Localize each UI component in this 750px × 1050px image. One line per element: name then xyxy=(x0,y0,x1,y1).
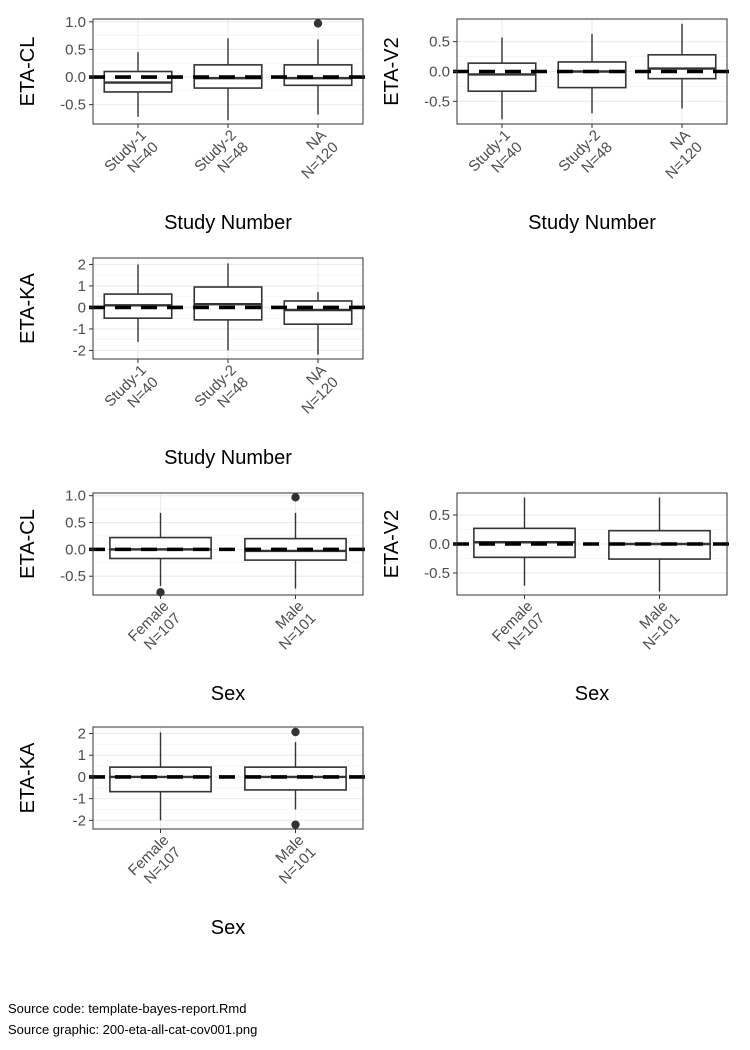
y-axis-title: ETA-KA xyxy=(17,272,39,343)
panel-4: -0.5 0.0 0.5 1.0 ETA-CL FemaleN=107 MaleN=101 S… xyxy=(17,488,367,705)
x-axis-title: Sex xyxy=(211,683,245,705)
y-tick-label: 0.0 xyxy=(429,536,450,553)
x-tick-label: Study-1N=40 xyxy=(465,127,526,188)
box-3 xyxy=(283,19,353,115)
box-body xyxy=(557,61,627,89)
outlier-point xyxy=(291,727,300,737)
panel-5: -0.5 0.0 0.5 ETA-V2 FemaleN=107 MaleN=101 Sex xyxy=(381,492,731,705)
x-tick-label: MaleN=101 xyxy=(264,598,320,654)
box-body xyxy=(283,300,353,325)
y-tick-label: 1 xyxy=(78,747,86,764)
panel-6: -2 -1 0 1 2 ETA-KA FemaleN=107 MaleN=101 Sex xyxy=(17,726,367,939)
y-tick-label: 0 xyxy=(78,299,86,316)
box-body xyxy=(244,766,347,791)
y-tick-label: 0.5 xyxy=(429,34,450,51)
y-axis-title: ETA-V2 xyxy=(381,510,403,579)
x-tick-label: FemaleN=107 xyxy=(489,598,548,657)
y-tick-label: 0.0 xyxy=(65,541,86,558)
box-2 xyxy=(193,263,263,351)
y-tick-label: 2 xyxy=(78,726,86,743)
x-tick-label: MaleN=101 xyxy=(628,598,684,654)
x-axis-title: Study Number xyxy=(164,212,292,234)
x-tick-label: NAN=120 xyxy=(286,127,342,183)
x-tick-label: Study-1N=40 xyxy=(101,362,162,423)
x-axis-title: Sex xyxy=(211,917,245,939)
y-tick-label: -2 xyxy=(73,342,86,359)
x-tick-label: Study-1N=40 xyxy=(101,127,162,188)
x-tick-label: FemaleN=107 xyxy=(125,832,184,891)
y-tick-label: 0.5 xyxy=(65,41,86,58)
box-body xyxy=(647,53,717,80)
x-axis-title: Sex xyxy=(575,683,609,705)
y-tick-label: 0.0 xyxy=(65,69,86,86)
x-tick-label: Study-2N=48 xyxy=(191,362,252,423)
panel-3: -2 -1 0 1 2 ETA-KA Study-1N=40 Study-2N=48 NAN=1… xyxy=(17,256,367,469)
box-1 xyxy=(467,37,537,120)
y-tick-label: -2 xyxy=(73,812,86,829)
x-tick-label: MaleN=101 xyxy=(264,832,320,888)
y-tick-label: -0.5 xyxy=(60,568,86,585)
box-body xyxy=(283,64,353,87)
figure: -0.5 0.0 0.5 1.0 ETA-CL Study-1N=40 Study-2N=4… xyxy=(17,14,731,939)
outlier-point xyxy=(156,588,165,597)
panel-border xyxy=(92,726,364,830)
x-tick-label: NAN=120 xyxy=(286,362,342,418)
panel-1: -0.5 0.0 0.5 1.0 ETA-CL Study-1N=40 Study-2N=4… xyxy=(17,14,367,234)
y-tick-label: 2 xyxy=(78,256,86,273)
y-axis-title: ETA-V2 xyxy=(381,37,403,106)
y-tick-label: -0.5 xyxy=(424,565,450,582)
y-axis-title: ETA-KA xyxy=(17,742,39,813)
y-tick-label: -0.5 xyxy=(60,97,86,114)
x-axis-title: Study Number xyxy=(528,212,656,234)
y-tick-label: 0 xyxy=(78,769,86,786)
box-body xyxy=(109,766,212,793)
y-tick-label: 0.5 xyxy=(429,507,450,524)
y-axis-title: ETA-CL xyxy=(17,37,39,107)
x-tick-label: Study-2N=48 xyxy=(555,127,616,188)
outlier-point xyxy=(291,820,300,829)
x-axis-title: Study Number xyxy=(164,447,292,469)
y-tick-label: -1 xyxy=(73,321,86,338)
x-tick-label: NAN=120 xyxy=(650,127,706,183)
source-code-note: Source code: template-bayes-report.Rmd xyxy=(8,1001,247,1016)
y-tick-label: 0.5 xyxy=(65,515,86,532)
box-body xyxy=(467,62,537,92)
x-tick-label: Study-2N=48 xyxy=(191,127,252,188)
outlier-point xyxy=(291,493,300,502)
y-tick-label: -1 xyxy=(73,791,86,808)
y-tick-label: -0.5 xyxy=(424,93,450,110)
y-tick-label: 0.0 xyxy=(429,64,450,81)
outlier-point xyxy=(313,19,323,28)
panel-2: -0.5 0.0 0.5 ETA-V2 Study-1N=40 Study-2N=48 NA… xyxy=(381,18,731,234)
panel-border xyxy=(92,492,364,596)
y-tick-label: 1.0 xyxy=(65,14,86,31)
box-body xyxy=(244,537,347,561)
x-tick-label: FemaleN=107 xyxy=(125,598,184,657)
box-body xyxy=(109,536,212,560)
y-axis-title: ETA-CL xyxy=(17,509,39,579)
y-tick-label: 1 xyxy=(78,278,86,295)
y-tick-label: 1.0 xyxy=(65,488,86,505)
source-graphic-note: Source graphic: 200-eta-all-cat-cov001.p… xyxy=(8,1022,258,1037)
